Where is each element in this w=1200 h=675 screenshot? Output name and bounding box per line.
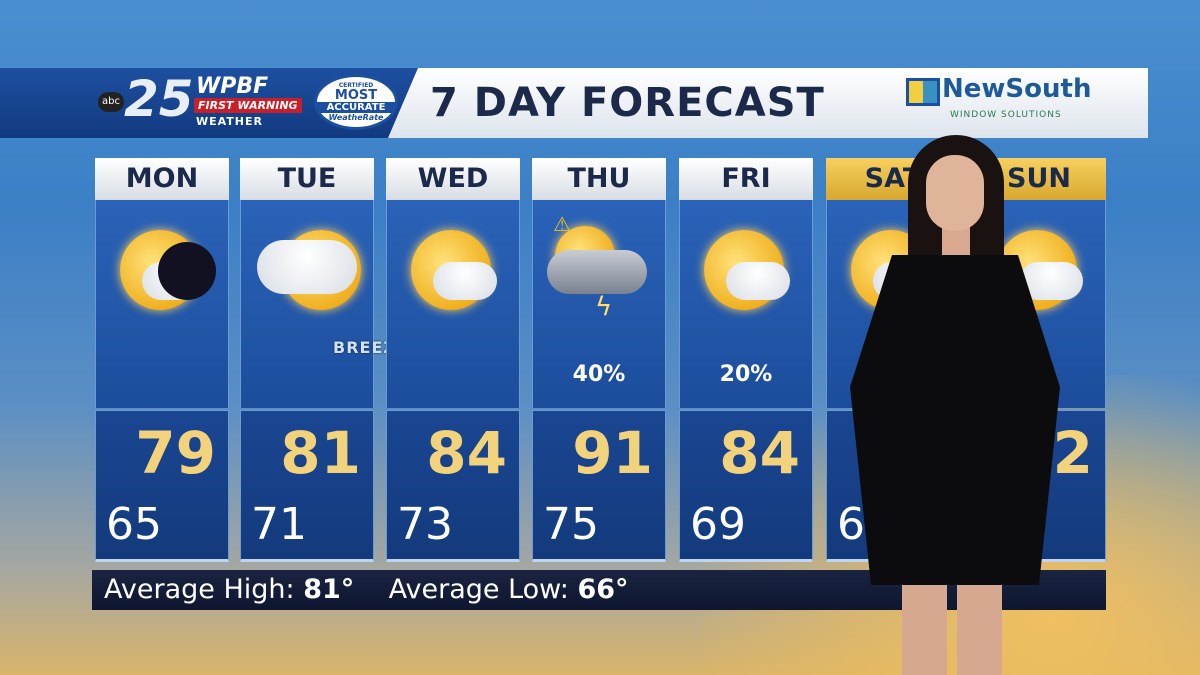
icon-panel: 20% [679,200,813,408]
day-label: TUE [240,158,374,200]
lightning-icon: ϟ [595,292,613,322]
day-column-thu: THU ϟ ⚠ 40% 91 75 [532,158,666,562]
presenter [850,135,1060,675]
most-accurate-badge: CERTIFIED MOST ACCURATE WeatheRate [314,74,398,130]
icon-panel: ϟ ⚠ 40% [532,200,666,408]
icon-panel [386,200,520,408]
low-temp: 6 [837,499,865,550]
day-column-mon: MON 79 65 [95,158,229,562]
temp-panel: 84 69 [679,410,813,562]
header-bar: abc 25 WPBF FIRST WARNING WEATHER CERTIF… [0,68,1200,138]
high-temp: 79 [135,419,216,487]
sponsor-sub: WINDOW SOLUTIONS [950,110,1062,120]
badge-accurate: ACCURATE [317,102,395,113]
sponsor-logo: NewSouth WINDOW SOLUTIONS [890,74,1092,130]
cloud-icon [433,262,497,300]
rain-chance: 20% [719,362,773,387]
badge-certified: CERTIFIED [338,82,374,89]
day-label: MON [95,158,229,200]
screen-obstruction-dot [158,242,216,300]
window-icon [906,78,940,106]
day-column-tue: TUE BREEZY 81 71 [240,158,408,562]
high-temp: 84 [719,419,800,487]
low-temp: 69 [690,499,746,550]
storm-cloud-icon [547,250,647,294]
badge-most: MOST [334,88,378,103]
channel-number: 25 [124,70,194,128]
presenter-legs [902,585,1002,675]
low-temp: 65 [106,499,162,550]
tagline: FIRST WARNING [194,98,302,113]
presenter-face [926,155,984,231]
abc-logo: abc [98,92,124,112]
high-temp: 81 [280,419,361,487]
low-temp: 75 [543,499,599,550]
low-temp: 71 [251,499,307,550]
temp-panel: 84 73 [386,410,520,562]
day-column-fri: FRI 20% 84 69 [679,158,813,562]
cloud-icon [257,240,357,294]
avg-low-label: Average Low: [388,574,569,605]
presenter-dress [850,255,1060,585]
icon-panel [95,200,229,408]
page-title: 7 DAY FORECAST [430,80,825,126]
station-logo: abc 25 WPBF FIRST WARNING WEATHER CERTIF… [0,68,420,138]
sponsor-name: NewSouth [942,74,1092,104]
day-column-wed: WED 84 73 [386,158,520,562]
warning-icon: ⚠ [553,212,571,236]
temp-panel: 91 75 [532,410,666,562]
high-temp: 91 [572,419,653,487]
avg-high-value: 81° [303,574,355,605]
avg-low-value: 66° [577,574,629,605]
day-label: THU [532,158,666,200]
title-band [388,68,1148,138]
day-label: WED [386,158,520,200]
cloud-icon [726,262,790,300]
badge-rater: WeatheRate [328,113,384,122]
rain-chance: 40% [572,362,626,387]
high-temp: 84 [426,419,507,487]
icon-panel: BREEZY [240,200,408,408]
subtag: WEATHER [196,115,264,128]
avg-high-label: Average High: [104,574,295,605]
temp-panel: 79 65 [95,410,229,562]
call-sign: WPBF [196,74,269,99]
day-label: FRI [679,158,813,200]
temp-panel: 81 71 [240,410,374,562]
low-temp: 73 [397,499,453,550]
